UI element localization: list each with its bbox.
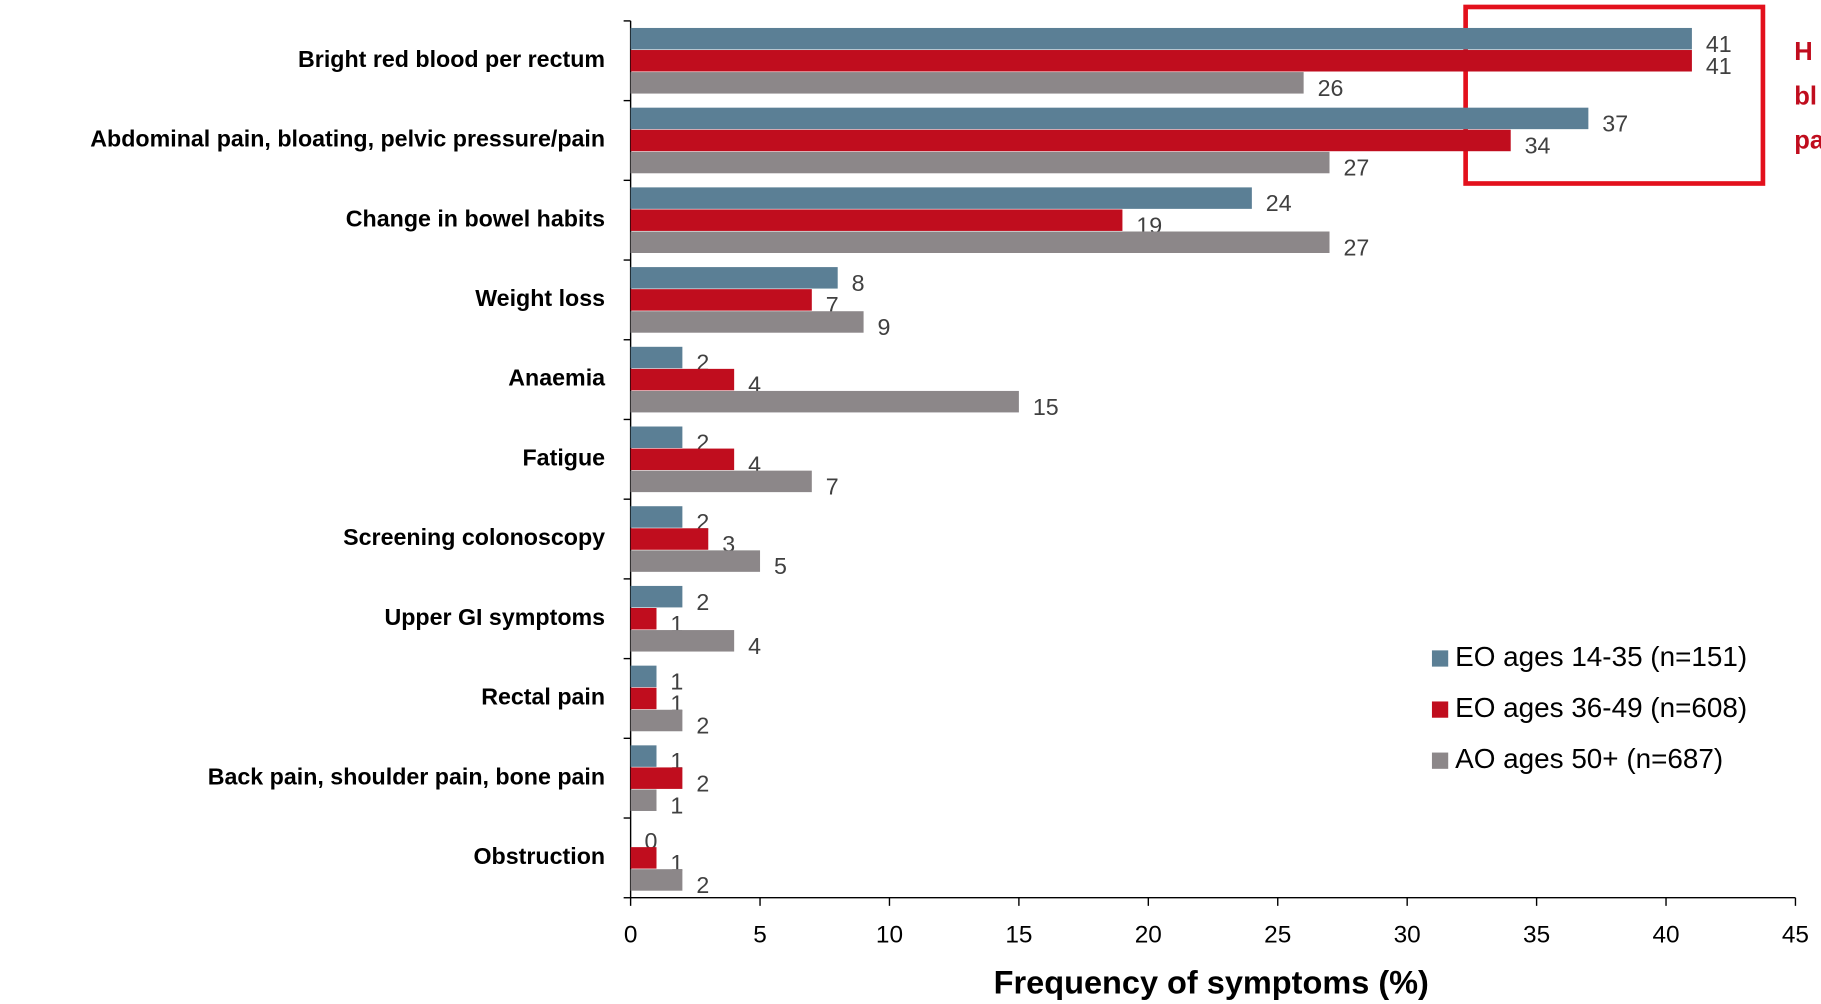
bar — [630, 151, 1330, 174]
bar — [630, 506, 683, 528]
y-tick-label: Abdominal pain, bloating, pelvic pressur… — [90, 126, 605, 152]
legend-label: EO ages 36-49 (n=608) — [1455, 692, 1747, 723]
bar — [630, 289, 812, 311]
x-tick-label: 40 — [1652, 921, 1679, 948]
y-tick-label: Obstruction — [473, 843, 605, 869]
value-label: 15 — [1033, 394, 1059, 420]
x-tick-label: 15 — [1005, 921, 1032, 948]
y-tick-label: Rectal pain — [481, 684, 605, 710]
bar — [630, 550, 761, 572]
bar — [630, 368, 735, 391]
y-tick-label: Screening colonoscopy — [343, 524, 605, 550]
bar — [630, 346, 683, 369]
value-label: 26 — [1318, 75, 1344, 101]
value-label: 27 — [1343, 234, 1369, 260]
x-axis-label: Frequency of symptoms (%) — [994, 964, 1429, 1000]
bar — [630, 187, 1252, 209]
value-label: 4 — [748, 633, 761, 659]
value-label: 2 — [696, 589, 709, 615]
legend-swatch — [1431, 701, 1449, 718]
bar — [630, 607, 657, 630]
bar — [630, 585, 683, 608]
bar — [630, 72, 1304, 94]
value-label: 7 — [826, 473, 839, 499]
bar — [630, 470, 812, 493]
bar — [630, 209, 1123, 231]
bar — [630, 27, 1692, 50]
legend-label: AO ages 50+ (n=687) — [1455, 743, 1723, 774]
bar — [630, 267, 838, 289]
legend-swatch — [1431, 752, 1449, 769]
bar — [630, 448, 735, 471]
value-label: 27 — [1343, 155, 1369, 181]
value-label: 2 — [696, 770, 709, 796]
legend-swatch — [1431, 650, 1449, 667]
y-tick-label: Anaemia — [508, 365, 606, 391]
bar — [630, 231, 1330, 253]
bar — [630, 789, 657, 811]
x-tick-label: 45 — [1782, 921, 1809, 948]
bar — [630, 129, 1511, 152]
bar — [630, 311, 864, 333]
x-tick-label: 35 — [1523, 921, 1550, 948]
annotation: bl — [1794, 82, 1817, 110]
annotation: pa — [1794, 126, 1821, 154]
bar — [630, 847, 657, 869]
bar — [630, 107, 1589, 130]
value-label: 8 — [852, 270, 865, 296]
bar — [630, 709, 683, 732]
value-label: 37 — [1602, 111, 1628, 137]
bar — [630, 630, 735, 652]
bar — [630, 869, 683, 891]
bar — [630, 390, 1019, 413]
y-tick-label: Back pain, shoulder pain, bone pain — [208, 763, 605, 789]
bar — [630, 745, 657, 767]
bar — [630, 50, 1692, 72]
bar — [630, 528, 709, 550]
value-label: 34 — [1525, 133, 1551, 159]
value-label: 5 — [774, 553, 787, 579]
y-tick-label: Weight loss — [475, 285, 605, 311]
value-label: 9 — [878, 314, 891, 340]
value-label: 1 — [670, 792, 683, 818]
value-label: 2 — [696, 872, 709, 898]
y-tick-label: Upper GI symptoms — [384, 604, 605, 630]
x-tick-label: 25 — [1264, 921, 1291, 948]
highlight-box — [1463, 4, 1766, 186]
bar — [630, 767, 683, 789]
value-label: 41 — [1706, 31, 1732, 57]
x-tick-label: 5 — [753, 921, 767, 948]
annotation: H — [1794, 38, 1812, 66]
x-tick-label: 10 — [876, 921, 903, 948]
x-tick-label: 20 — [1135, 921, 1162, 948]
value-label: 2 — [696, 713, 709, 739]
y-tick-label: Bright red blood per rectum — [298, 46, 605, 72]
bar — [630, 687, 657, 710]
x-tick-label: 30 — [1394, 921, 1421, 948]
bar — [630, 426, 683, 448]
value-label: 24 — [1266, 190, 1292, 216]
legend-label: EO ages 14-35 (n=151) — [1455, 641, 1747, 672]
value-label: 1 — [670, 668, 683, 694]
y-tick-label: Fatigue — [523, 444, 606, 470]
x-tick-label: 0 — [624, 921, 638, 948]
y-tick-label: Change in bowel habits — [346, 205, 605, 231]
value-label: 41 — [1706, 53, 1732, 79]
bar — [630, 665, 657, 688]
